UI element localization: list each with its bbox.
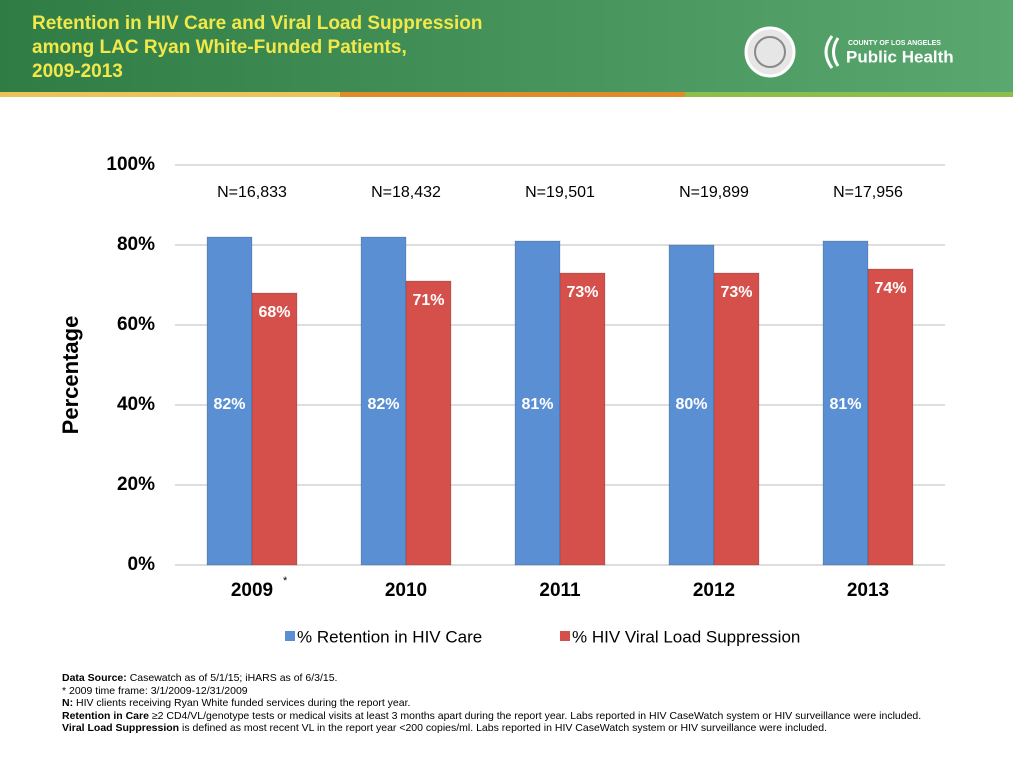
n-label: N=19,899 — [679, 184, 749, 201]
footnote-text: ≥2 CD4/VL/genotype tests or medical visi… — [148, 709, 922, 722]
x-tick-label: 2009 — [231, 580, 273, 601]
y-tick-label: 60% — [117, 314, 155, 335]
bar — [206, 236, 253, 566]
data-label: 73% — [566, 284, 598, 301]
legend-label: % HIV Viral Load Suppression — [572, 627, 800, 646]
footnote: Viral Load Suppression is defined as mos… — [62, 722, 982, 735]
x-tick-label: 2010 — [385, 580, 427, 601]
n-label: N=18,432 — [371, 184, 441, 201]
footnote: N: HIV clients receiving Ryan White fund… — [62, 697, 982, 710]
footnotes: Data Source: Casewatch as of 5/1/15; iHA… — [62, 672, 982, 735]
county-seal — [744, 26, 796, 78]
data-label: 68% — [258, 304, 290, 321]
data-label: 74% — [874, 280, 906, 297]
footnote-text: is defined as most recent VL in the repo… — [179, 722, 827, 734]
x-tick-label: 2013 — [847, 580, 889, 601]
bar — [713, 272, 760, 566]
n-label: N=16,833 — [217, 184, 287, 201]
footnote-text: * 2009 time frame: 3/1/2009-12/31/2009 — [62, 684, 248, 697]
header-stripe — [340, 92, 685, 97]
header-stripe — [685, 92, 1013, 97]
title-line: among LAC Ryan White-Funded Patients, — [32, 37, 407, 58]
y-tick-label: 100% — [106, 154, 155, 175]
legend-swatch — [560, 631, 570, 641]
logo-small: COUNTY OF LOS ANGELES — [848, 40, 941, 47]
y-tick-label: 80% — [117, 234, 155, 255]
data-label: 81% — [521, 396, 553, 413]
y-tick-label: 40% — [117, 394, 155, 415]
footnote-text: Casewatch as of 5/1/15; iHARS as of 6/3/… — [126, 672, 338, 684]
n-label: N=17,956 — [833, 184, 903, 201]
bar — [822, 240, 869, 566]
logo-big: Public Health — [846, 47, 954, 66]
x-tick-label: 2011 — [539, 580, 581, 601]
footnote: Data Source: Casewatch as of 5/1/15; iHA… — [62, 672, 982, 685]
bar — [867, 268, 914, 566]
title-line: 2009-2013 — [32, 61, 123, 82]
bar — [405, 280, 452, 566]
header-stripe — [0, 92, 340, 97]
bar — [251, 292, 298, 566]
data-label: 73% — [720, 284, 752, 301]
county-seal — [754, 36, 786, 68]
data-label: 82% — [213, 396, 245, 413]
title-line: Retention in HIV Care and Viral Load Sup… — [32, 13, 482, 34]
data-label: 80% — [675, 396, 707, 413]
data-label: 81% — [829, 396, 861, 413]
footnote: Retention in Care ≥2 CD4/VL/genotype tes… — [62, 710, 982, 723]
footnote-term: Viral Load Suppression — [62, 722, 180, 734]
footnote-term: Data Source: — [62, 672, 127, 684]
header-band — [0, 0, 1013, 92]
y-axis-label: Percentage — [58, 316, 83, 435]
legend-label: % Retention in HIV Care — [297, 627, 482, 646]
x-tick-label: 2012 — [693, 580, 735, 601]
y-tick-label: 20% — [117, 474, 155, 495]
legend-swatch — [285, 631, 295, 641]
footnote-term: Retention in Care — [62, 709, 149, 722]
data-label: 71% — [412, 292, 444, 309]
n-label: N=19,501 — [525, 184, 595, 201]
y-tick-label: 0% — [128, 554, 156, 575]
footnote-term: N: — [62, 697, 74, 709]
category-marker: * — [283, 575, 288, 587]
bar — [559, 272, 606, 566]
footnote-text: HIV clients receiving Ryan White funded … — [73, 697, 411, 709]
footnote: * 2009 time frame: 3/1/2009-12/31/2009 — [62, 685, 982, 698]
data-label: 82% — [367, 396, 399, 413]
logo-mark — [824, 35, 840, 69]
